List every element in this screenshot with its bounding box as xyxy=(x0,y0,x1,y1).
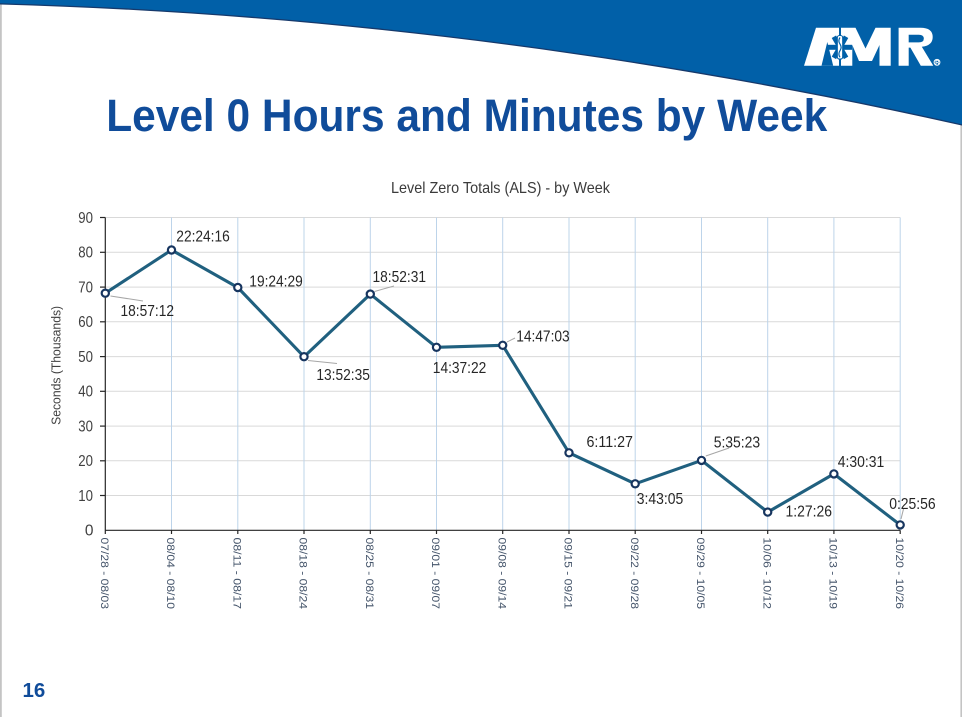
svg-text:09/01 - 09/07: 09/01 - 09/07 xyxy=(429,538,441,610)
svg-text:60: 60 xyxy=(78,314,93,331)
svg-text:09/22 - 09/28: 09/22 - 09/28 xyxy=(628,538,640,610)
svg-text:08/04 - 08/10: 08/04 - 08/10 xyxy=(164,538,176,610)
svg-text:08/11 - 08/17: 08/11 - 08/17 xyxy=(231,538,243,610)
svg-text:22:24:16: 22:24:16 xyxy=(176,229,230,246)
svg-text:08/18 - 08/24: 08/18 - 08/24 xyxy=(297,538,309,610)
svg-text:18:52:31: 18:52:31 xyxy=(373,269,427,286)
svg-text:10/06 - 10/12: 10/06 - 10/12 xyxy=(760,538,772,610)
svg-text:0: 0 xyxy=(85,523,94,540)
svg-text:90: 90 xyxy=(78,210,93,227)
svg-text:4:30:31: 4:30:31 xyxy=(838,454,885,471)
svg-text:16: 16 xyxy=(23,679,46,702)
svg-text:30: 30 xyxy=(78,419,93,436)
svg-text:09/08 - 09/14: 09/08 - 09/14 xyxy=(495,538,507,610)
svg-text:40: 40 xyxy=(78,384,93,401)
svg-text:Level Zero Totals (ALS) - by W: Level Zero Totals (ALS) - by Week xyxy=(391,180,611,197)
svg-text:3:43:05: 3:43:05 xyxy=(637,491,684,508)
svg-text:07/28 - 08/03: 07/28 - 08/03 xyxy=(98,538,110,610)
svg-text:Seconds (Thousands): Seconds (Thousands) xyxy=(50,306,64,425)
svg-text:09/15 - 09/21: 09/15 - 09/21 xyxy=(562,538,574,610)
svg-text:80: 80 xyxy=(78,245,93,262)
svg-text:10/20 - 10/26: 10/20 - 10/26 xyxy=(893,538,905,610)
svg-text:10/13 - 10/19: 10/13 - 10/19 xyxy=(827,538,839,610)
svg-text:13:52:35: 13:52:35 xyxy=(316,367,370,384)
svg-text:50: 50 xyxy=(78,349,93,366)
svg-text:1:27:26: 1:27:26 xyxy=(786,503,833,520)
svg-text:6:11:27: 6:11:27 xyxy=(587,434,634,451)
svg-text:08/25 - 08/31: 08/25 - 08/31 xyxy=(363,538,375,610)
svg-text:20: 20 xyxy=(78,453,93,470)
svg-text:0:25:56: 0:25:56 xyxy=(889,496,936,513)
svg-text:5:35:23: 5:35:23 xyxy=(714,435,761,452)
svg-text:14:37:22: 14:37:22 xyxy=(433,360,487,377)
svg-text:Level 0 Hours and Minutes by W: Level 0 Hours and Minutes by Week xyxy=(106,90,828,141)
svg-text:14:47:03: 14:47:03 xyxy=(516,329,570,346)
svg-text:R: R xyxy=(935,60,940,67)
svg-text:70: 70 xyxy=(78,280,93,297)
svg-text:18:57:12: 18:57:12 xyxy=(121,303,175,320)
svg-text:19:24:29: 19:24:29 xyxy=(249,274,302,291)
svg-text:10: 10 xyxy=(78,488,93,505)
svg-text:09/29 - 10/05: 09/29 - 10/05 xyxy=(694,538,706,610)
